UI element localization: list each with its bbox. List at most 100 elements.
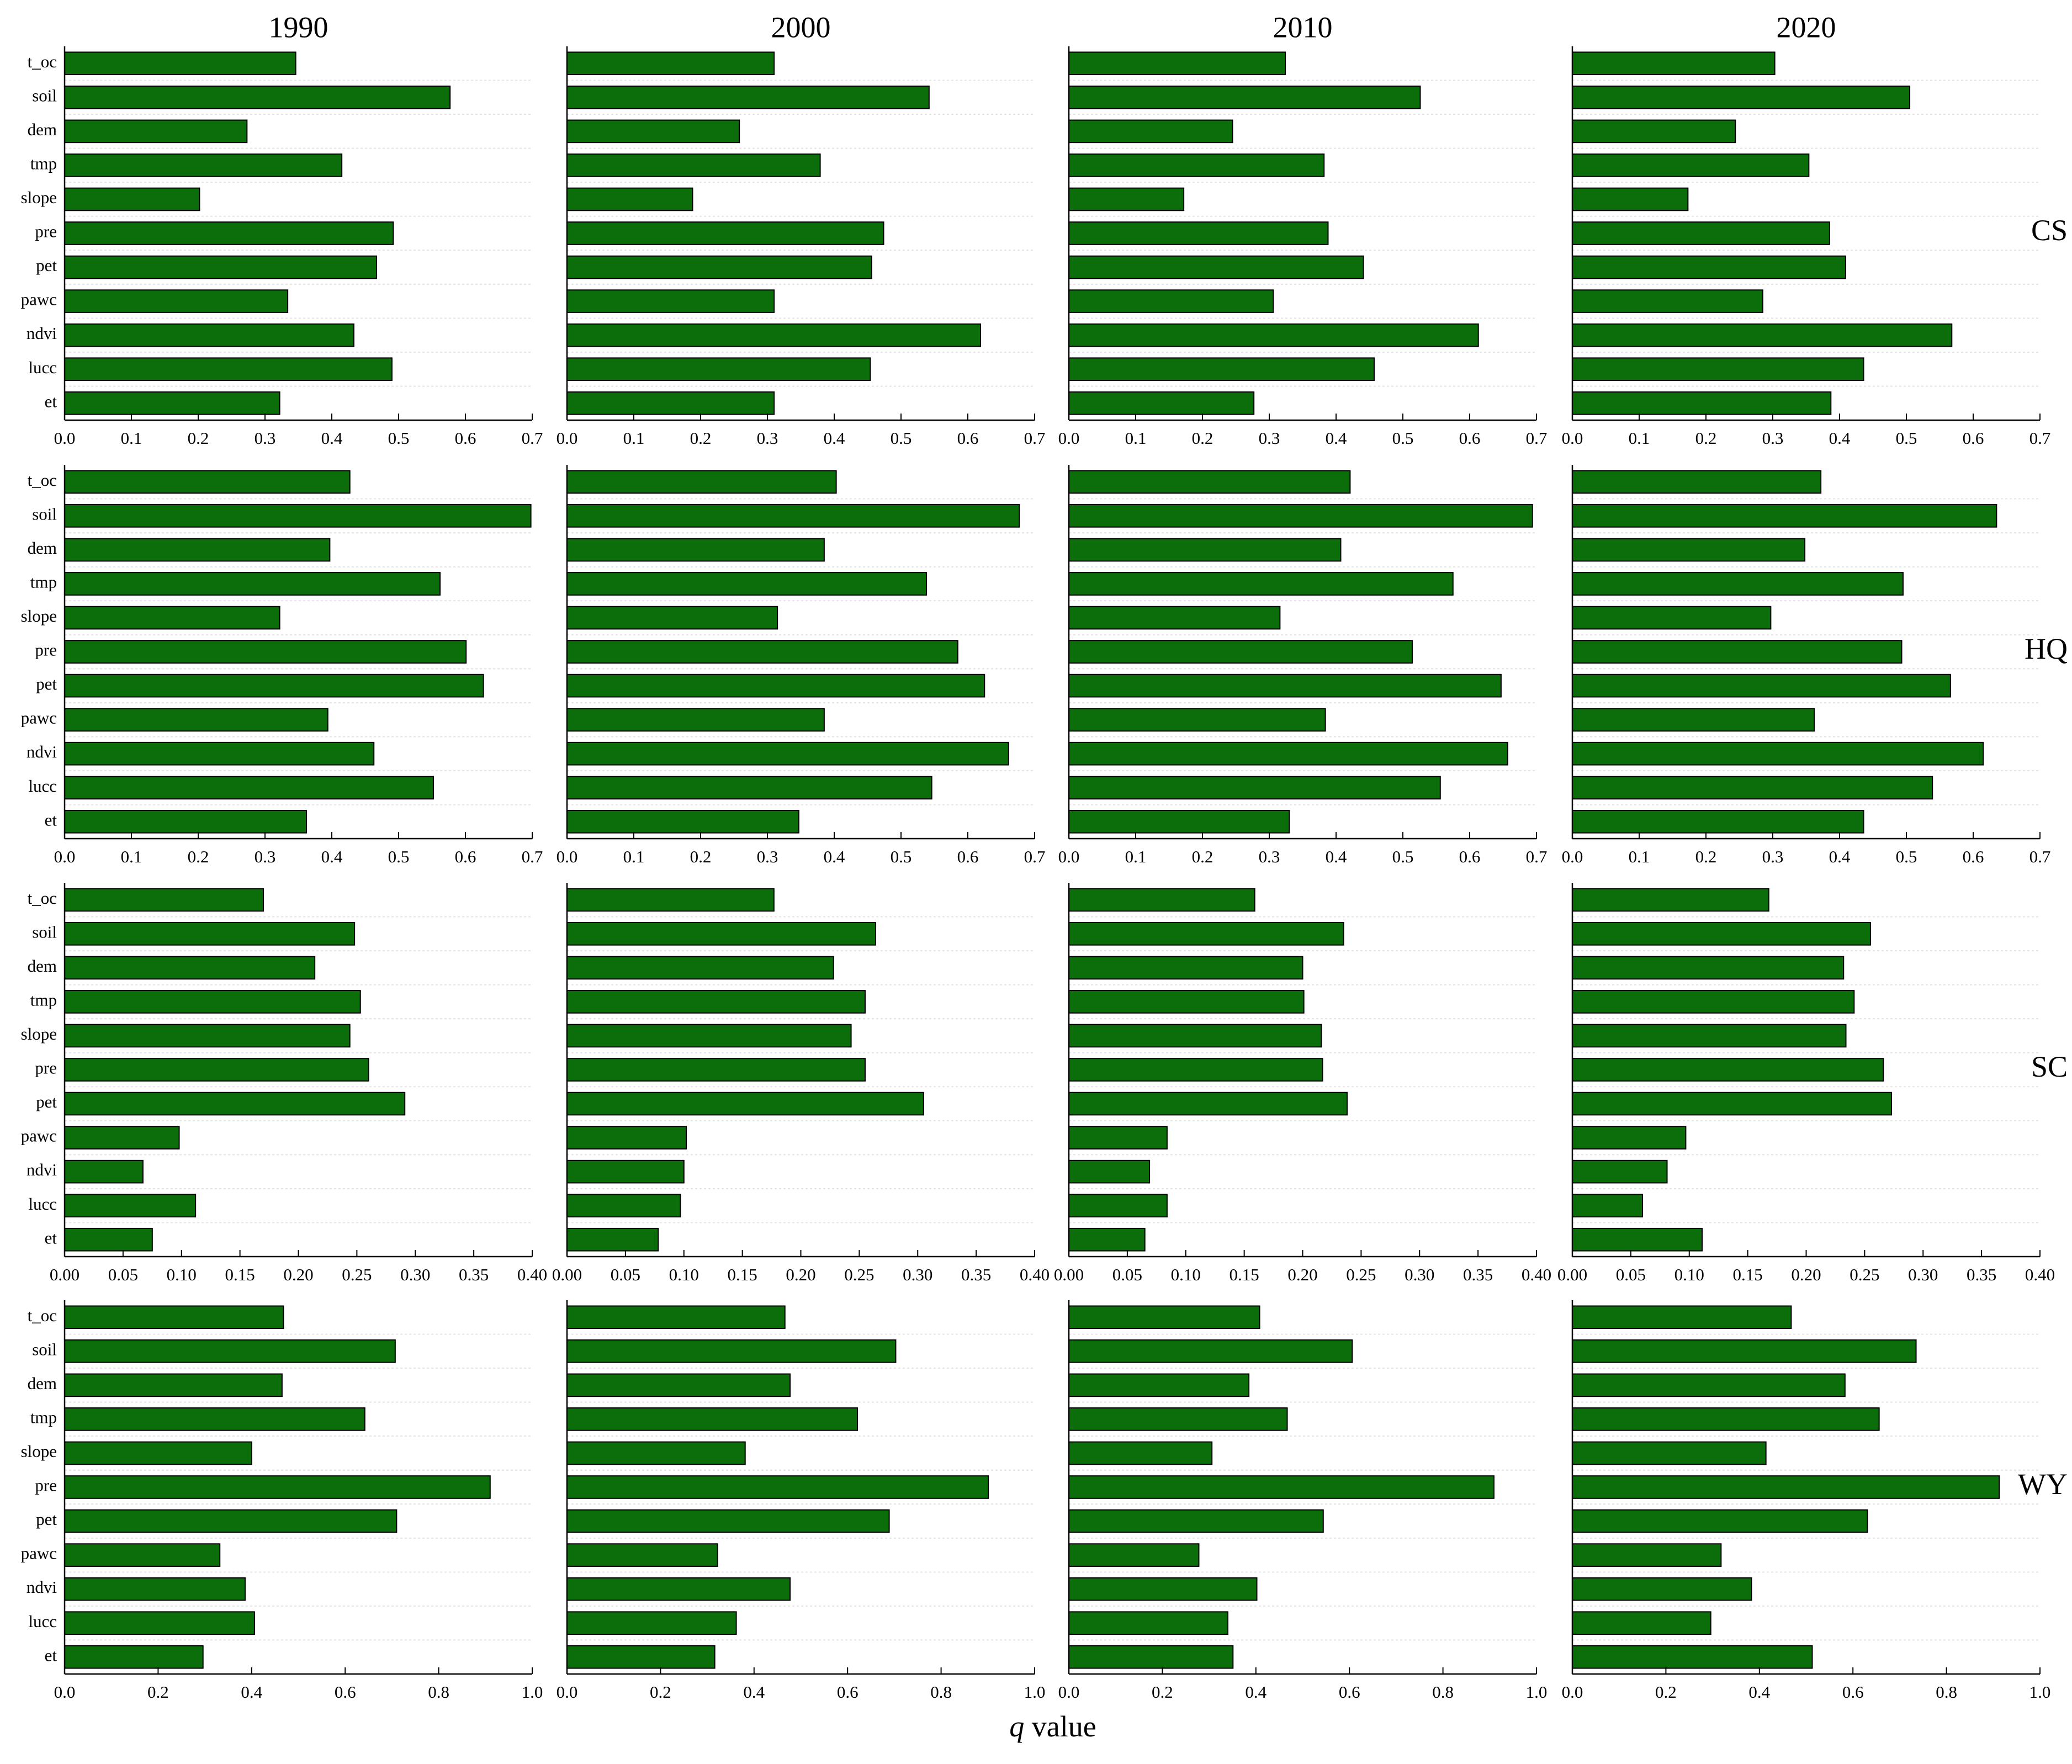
bar: [1572, 357, 1864, 381]
bar: [566, 1092, 924, 1116]
x-tick-label: 0.1: [121, 847, 142, 866]
x-tick-label: 0.8: [428, 1682, 449, 1702]
bar: [1572, 153, 1810, 177]
x-tick-label: 0.4: [743, 1682, 765, 1702]
bar: [64, 809, 308, 834]
x-tick-label: 0.6: [1842, 1682, 1864, 1702]
x-tick-label: 0.5: [1896, 847, 1917, 866]
x-tick-label: 0.25: [342, 1265, 372, 1284]
bar: [1068, 1024, 1322, 1048]
x-tick-label: 0.3: [1762, 847, 1784, 866]
bar: [64, 1373, 283, 1397]
y-tick-label: pet: [36, 1509, 57, 1529]
x-tick-label: 0.6: [1459, 847, 1481, 866]
x-tick-label: 0.0: [557, 428, 578, 448]
x-tick-label: 0.6: [1459, 428, 1481, 448]
bar: [1068, 538, 1342, 562]
x-tick-label: 0.7: [1526, 428, 1548, 448]
bar: [1068, 289, 1274, 313]
bar: [566, 357, 871, 381]
bar: [1572, 51, 1776, 76]
bar: [64, 1441, 252, 1465]
x-tick-label: 0.2: [1152, 1682, 1173, 1702]
x-tick-label: 1.0: [522, 1682, 543, 1702]
bar: [1068, 1543, 1200, 1567]
bar: [64, 1194, 197, 1217]
bar: [566, 1441, 746, 1465]
y-tick-label: pet: [36, 674, 57, 693]
x-tick-label: 0.6: [1963, 428, 1984, 448]
bar: [1572, 1092, 1893, 1116]
x-tick-label: 0.6: [1963, 847, 1984, 866]
bar: [64, 1577, 246, 1601]
bar: [1572, 1373, 1846, 1397]
x-tick-label: 0.7: [1024, 847, 1046, 866]
x-tick-label: 0.2: [1655, 1682, 1677, 1702]
bar: [566, 1577, 791, 1601]
bar: [1572, 1509, 1868, 1533]
bar: [1068, 221, 1329, 245]
bar: [1068, 741, 1508, 766]
bar: [1572, 289, 1763, 313]
x-tick-label: 0.2: [1695, 428, 1717, 448]
x-tick-label: 0.15: [1733, 1265, 1763, 1284]
y-tick-label: pawc: [21, 1126, 57, 1146]
bar: [566, 809, 799, 834]
bar: [1572, 572, 1904, 596]
x-tick-label: 0.35: [1463, 1265, 1493, 1284]
y-tick-label: soil: [32, 922, 57, 941]
y-tick-label: lucc: [28, 1194, 57, 1214]
y-tick-label: et: [45, 1645, 57, 1665]
bar: [566, 956, 834, 980]
x-tick-label: 0.05: [1616, 1265, 1646, 1284]
x-tick-label: 0.10: [167, 1265, 197, 1284]
x-tick-label: 0.5: [891, 847, 912, 866]
y-tick-label: pet: [36, 256, 57, 275]
y-tick-label: lucc: [28, 358, 57, 377]
bar: [1068, 1092, 1348, 1116]
x-tick-label: 0.7: [1526, 847, 1548, 866]
bar: [64, 776, 434, 799]
bar: [64, 1645, 204, 1669]
x-tick-label: 0.2: [690, 847, 712, 866]
bar: [566, 741, 1009, 766]
x-tick-label: 0.2: [188, 847, 209, 866]
bar: [566, 391, 775, 415]
y-tick-label: et: [45, 810, 57, 829]
bar: [566, 289, 775, 313]
bar: [1068, 922, 1344, 946]
x-tick-label: 0.3: [1762, 428, 1784, 448]
x-tick-label: 0.15: [728, 1265, 757, 1284]
x-tick-label: 0.2: [690, 428, 712, 448]
bar: [566, 51, 775, 76]
y-tick-label: ndvi: [27, 742, 57, 761]
x-tick-label: 0.3: [757, 428, 778, 448]
x-tick-label: 0.40: [1020, 1265, 1050, 1284]
y-tick-label: tmp: [30, 1408, 57, 1427]
bar: [1068, 1305, 1260, 1329]
x-tick-label: 0.25: [844, 1265, 874, 1284]
bar: [64, 888, 264, 912]
bar: [566, 990, 866, 1014]
bar: [1068, 357, 1375, 381]
x-tick-label: 0.3: [255, 428, 276, 448]
bar: [64, 119, 248, 144]
bar: [64, 1611, 255, 1635]
y-tick-label: dem: [28, 956, 57, 976]
bar: [64, 255, 378, 279]
x-tick-label: 0.5: [1896, 428, 1917, 448]
x-tick-label: 0.4: [321, 428, 343, 448]
bar: [1572, 1058, 1884, 1082]
x-tick-label: 0.4: [1326, 428, 1347, 448]
x-tick-label: 0.10: [1171, 1265, 1201, 1284]
x-tick-label: 0.8: [1432, 1682, 1454, 1702]
bar: [64, 741, 375, 766]
bar: [1068, 1194, 1168, 1217]
bar: [566, 776, 932, 799]
x-tick-label: 0.05: [611, 1265, 640, 1284]
x-tick-label: 0.6: [455, 428, 476, 448]
bar: [64, 1305, 284, 1329]
bar: [566, 888, 775, 912]
x-tick-label: 0.2: [650, 1682, 671, 1702]
x-tick-label: 0.0: [557, 1682, 578, 1702]
